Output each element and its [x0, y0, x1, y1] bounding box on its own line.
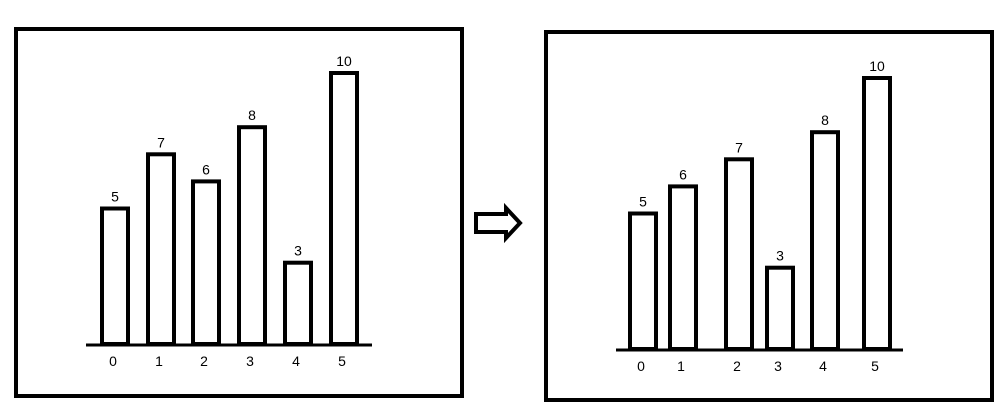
- right-bar-1-value-label: 6: [679, 166, 687, 182]
- left-index-label-5: 5: [338, 353, 346, 369]
- left-bar-3-value-label: 8: [248, 107, 256, 123]
- left-index-label-2: 2: [200, 353, 208, 369]
- right-index-label-3: 3: [774, 358, 782, 374]
- right-bar-3: [765, 265, 795, 352]
- right-index-label-4: 4: [819, 358, 827, 374]
- left-bar-2: [191, 179, 221, 346]
- right-arrow-icon: [474, 202, 523, 244]
- right-bar-chart: 5 0 6 1 7 2 3 3 8 4 10 5: [616, 58, 903, 374]
- left-bar-1-value-label: 7: [157, 134, 165, 150]
- left-index-label-1: 1: [155, 353, 163, 369]
- left-bar-2-value-label: 6: [202, 161, 210, 177]
- left-chart-frame: [14, 27, 464, 398]
- right-bar-4-value-label: 8: [821, 112, 829, 128]
- left-index-label-3: 3: [246, 353, 254, 369]
- left-bar-3: [237, 125, 267, 346]
- left-bar-4: [283, 260, 313, 347]
- right-bar-2: [724, 157, 754, 351]
- right-bar-2-value-label: 7: [735, 139, 743, 155]
- right-bar-3-value-label: 3: [776, 248, 784, 264]
- left-bar-0-value-label: 5: [111, 189, 119, 205]
- left-bar-4-value-label: 3: [294, 243, 302, 259]
- right-bar-5-value-label: 10: [869, 58, 885, 74]
- left-bar-0: [100, 206, 130, 346]
- right-index-label-5: 5: [871, 358, 879, 374]
- right-chart-frame: [544, 30, 994, 402]
- right-bar-5: [862, 76, 892, 351]
- left-index-label-4: 4: [292, 353, 300, 369]
- left-bar-1: [146, 152, 176, 346]
- right-bar-1: [668, 184, 698, 351]
- left-index-label-0: 0: [109, 353, 117, 369]
- right-index-label-2: 2: [733, 358, 741, 374]
- left-bar-chart: 5 0 7 1 6 2 8 3 3 4 10 5: [86, 53, 372, 369]
- right-index-label-1: 1: [677, 358, 685, 374]
- right-bar-0: [628, 211, 658, 351]
- left-bar-5: [329, 71, 359, 346]
- right-bar-0-value-label: 5: [639, 194, 647, 210]
- left-bar-5-value-label: 10: [336, 53, 352, 69]
- right-index-label-0: 0: [637, 358, 645, 374]
- right-bar-4: [810, 130, 840, 351]
